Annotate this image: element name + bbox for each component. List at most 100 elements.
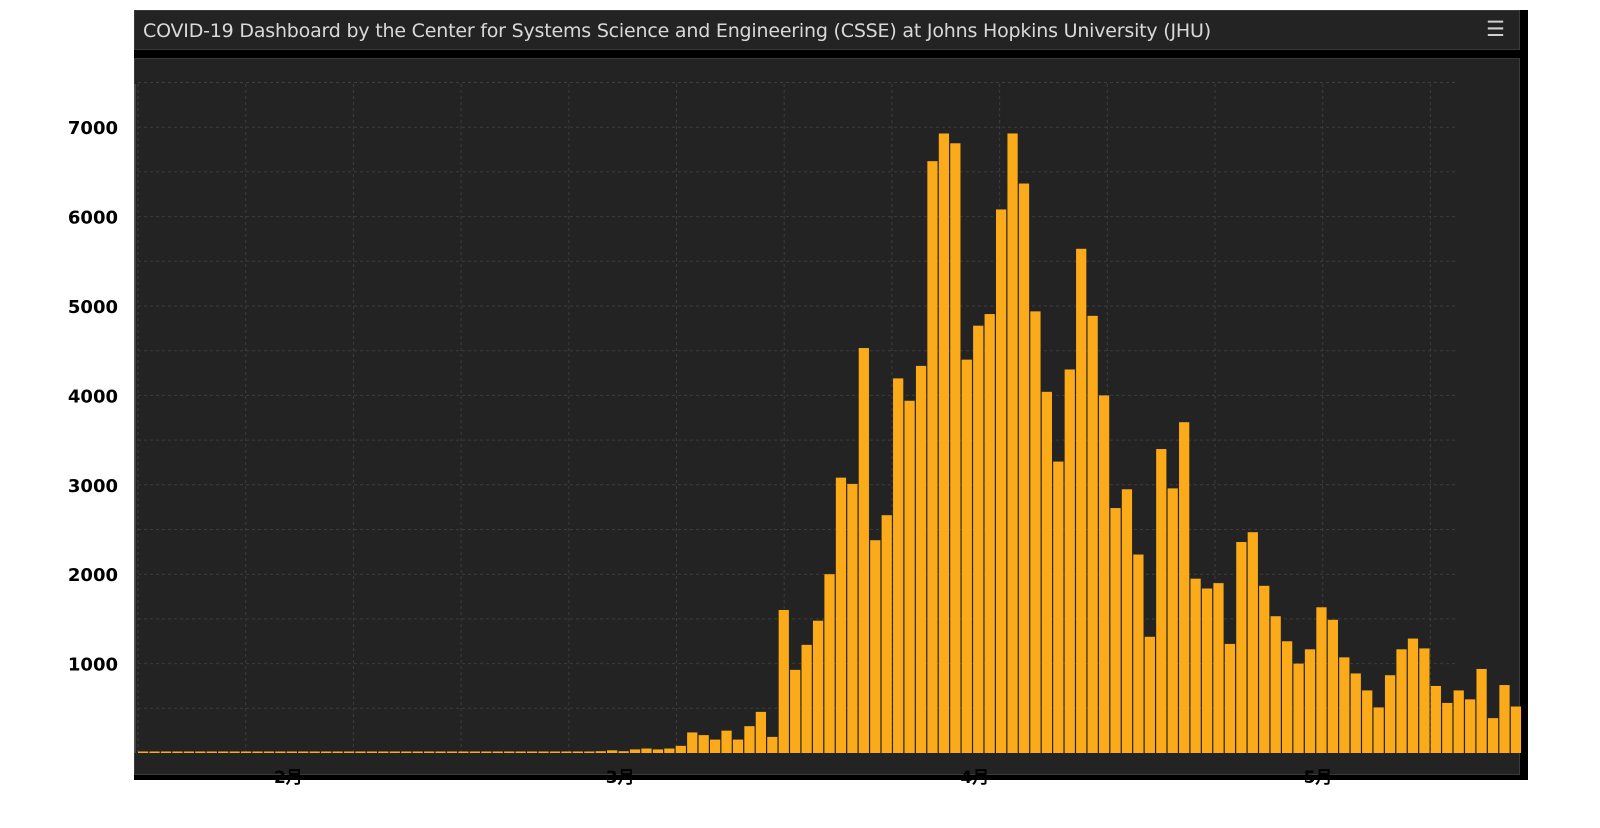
bar [1465, 699, 1476, 753]
bar [1282, 641, 1293, 753]
bar [343, 751, 355, 753]
dashboard-header: COVID-19 Dashboard by the Center for Sys… [134, 10, 1520, 50]
bar [1430, 685, 1441, 753]
bar [721, 730, 732, 753]
bar [412, 751, 423, 753]
y-tick-label: 4000 [68, 386, 118, 407]
x-tick-label: 3月 [606, 768, 635, 788]
bar [549, 751, 561, 753]
bar [1350, 673, 1361, 753]
bar [1247, 532, 1258, 753]
x-tick-label: 4月 [960, 768, 989, 788]
bar [149, 751, 160, 753]
bar [446, 751, 458, 753]
y-tick-label: 7000 [68, 118, 118, 139]
bar [1133, 554, 1144, 753]
bar [469, 751, 480, 753]
y-tick-label: 1000 [68, 655, 118, 676]
bar [607, 750, 618, 753]
bar [321, 751, 332, 753]
bar [218, 751, 229, 753]
bar [481, 751, 492, 753]
bar [1156, 449, 1167, 753]
bar [355, 751, 366, 753]
bar [778, 609, 789, 753]
bar [183, 751, 194, 753]
bar [206, 751, 217, 753]
bar [1076, 248, 1087, 753]
bar [847, 483, 858, 753]
bar [366, 751, 378, 753]
bar [1442, 702, 1453, 753]
bar [1419, 648, 1430, 753]
y-tick-label: 2000 [68, 565, 118, 586]
bar [790, 669, 801, 753]
bar [172, 751, 183, 753]
bar [1270, 616, 1281, 753]
bar [504, 751, 515, 753]
hamburger-menu-icon[interactable]: ☰ [1486, 17, 1505, 41]
bar [1213, 583, 1224, 753]
bar [835, 477, 847, 753]
x-tick-label: 2月 [274, 768, 303, 788]
bar [572, 751, 583, 753]
bar [401, 751, 412, 753]
bar [698, 735, 709, 753]
bar [767, 736, 778, 753]
bar [664, 748, 675, 753]
bar [1179, 422, 1190, 753]
bar [675, 745, 686, 753]
bar [1499, 685, 1510, 753]
bar [435, 751, 446, 753]
bar [710, 739, 721, 753]
bar [1362, 690, 1373, 753]
bar [973, 325, 984, 753]
bar [618, 751, 629, 753]
bar [195, 751, 206, 753]
y-tick-label: 5000 [68, 297, 118, 318]
bar [950, 143, 961, 754]
bar [870, 540, 881, 753]
bar [252, 751, 263, 753]
bar [1316, 607, 1327, 753]
bar [138, 751, 149, 753]
bar [584, 751, 595, 753]
bar [938, 133, 950, 753]
bar [1453, 690, 1464, 753]
bar [961, 359, 972, 753]
bar [240, 751, 252, 753]
bar [298, 751, 309, 753]
y-tick-label: 3000 [68, 476, 118, 497]
bar [1167, 488, 1178, 753]
bar [858, 348, 869, 753]
bar [160, 751, 172, 753]
bar [275, 751, 286, 753]
bar [1121, 489, 1133, 753]
bar [629, 749, 641, 753]
bar [1304, 649, 1316, 753]
bar [1030, 311, 1041, 753]
bar [1487, 718, 1499, 753]
bar [812, 620, 824, 753]
bar [492, 751, 503, 753]
x-tick-label: 5月 [1304, 768, 1333, 788]
y-tick-label: 6000 [68, 208, 118, 229]
bar [332, 751, 343, 753]
bar [389, 751, 400, 753]
bar [641, 748, 652, 753]
bar [744, 726, 755, 753]
bar [1064, 369, 1075, 753]
bar [1476, 668, 1487, 753]
bar [893, 378, 904, 753]
bar [996, 209, 1007, 753]
bar [309, 751, 320, 753]
bar [1144, 636, 1155, 753]
bar [652, 749, 664, 753]
bar [915, 365, 927, 753]
bar [1053, 461, 1064, 753]
bar [538, 751, 549, 753]
bar [1407, 638, 1419, 753]
bar [378, 751, 389, 753]
bar [561, 751, 572, 753]
